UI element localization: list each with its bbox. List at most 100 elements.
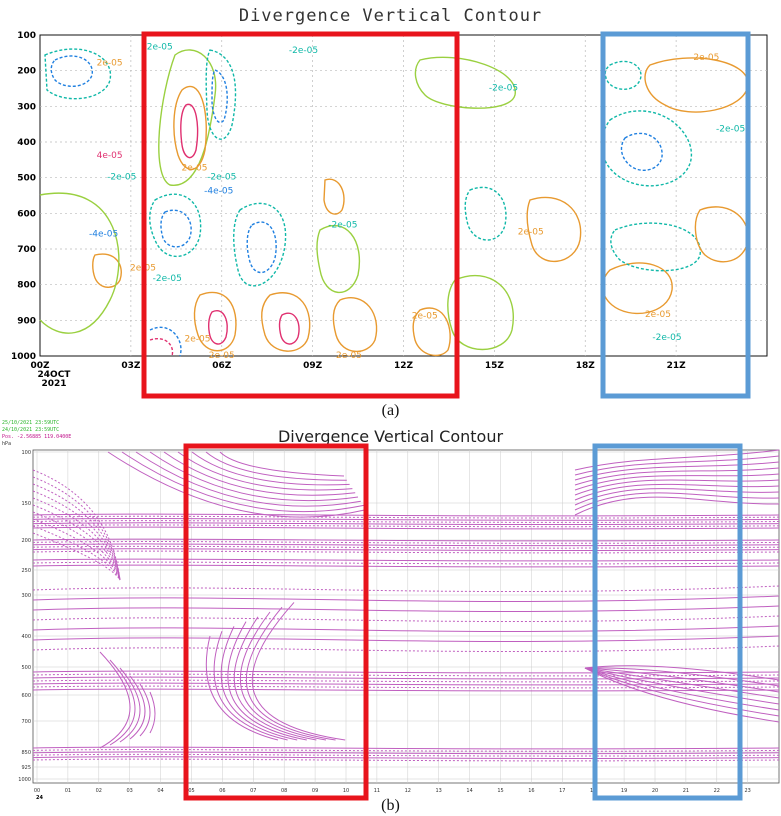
chart-a: -2e-052e-05-2e-05-2e-052e-05-2e-054e-052… xyxy=(11,31,768,399)
chart-b-contour-line xyxy=(233,616,317,741)
chart-b-y-tick: 1000 xyxy=(18,777,31,783)
chart-b-y-tick: 925 xyxy=(21,765,31,771)
chart-b-x-tick: 08 xyxy=(281,788,287,794)
chart-b-y-tick: 500 xyxy=(21,665,31,671)
chart-b-contour-line xyxy=(574,449,780,471)
chart-b-y-tick: 300 xyxy=(21,593,31,599)
chart-b-contour-line xyxy=(584,667,780,723)
chart-b-contour-line xyxy=(32,490,121,581)
chart-b-contour-line xyxy=(32,524,780,528)
chart-b-contour-line xyxy=(584,667,780,711)
chart-b-contour-line xyxy=(574,455,780,476)
chart-b-contour-line xyxy=(32,673,780,677)
chart-b-contour-line xyxy=(32,688,780,692)
chart-b-contours xyxy=(32,449,780,762)
chart-b-contour-line xyxy=(584,667,780,687)
chart-a-y-tick: 500 xyxy=(17,174,36,184)
chart-b-contour-line xyxy=(177,451,353,491)
chart-b-contour-line xyxy=(149,691,156,734)
chart-a-contour-label: 2e-05 xyxy=(518,228,544,238)
highlight-blue-box-b xyxy=(592,443,743,801)
chart-b-contour-line xyxy=(32,476,121,581)
chart-b-contour-line xyxy=(32,756,780,759)
chart-b-contour-line xyxy=(32,751,780,755)
chart-a-contour-label: 2e-05 xyxy=(693,53,719,63)
chart-b-header-line-1: 25/10/2021 23:59UTC xyxy=(2,420,60,426)
chart-a-x-tick: 03Z xyxy=(121,361,141,371)
chart-b-x-tick: 04 xyxy=(157,788,163,794)
chart-b-contour-line xyxy=(32,504,121,581)
chart-b-contour-line xyxy=(574,483,780,501)
chart-b-contour-line xyxy=(220,626,298,741)
chart-a-y-tick: 800 xyxy=(17,281,36,291)
chart-b-contour-line xyxy=(574,467,780,486)
chart-a-contour-label: 2e-05 xyxy=(185,335,211,345)
chart-b-contour-line xyxy=(139,683,151,737)
chart-a-contour-label: -4e-05 xyxy=(89,230,118,240)
chart-a-x-tick: 15Z xyxy=(485,361,505,371)
chart-b-contour-line xyxy=(32,497,121,581)
chart-a-x-ticks: 00Z 03Z 06Z 09Z 12Z 15Z 18Z 21Z xyxy=(30,361,686,371)
chart-b-x-tick: 20 xyxy=(652,788,658,794)
chart-b-contour-line xyxy=(219,451,345,477)
chart-b-y-tick: 600 xyxy=(21,693,31,699)
chart-a-contour-label: 2e-05 xyxy=(336,351,362,361)
chart-a-x-tick: 09Z xyxy=(303,361,323,371)
chart-b-x-tick: 19 xyxy=(621,788,627,794)
chart-a-contour-label: -2e-05 xyxy=(107,172,136,182)
chart-a-contour-label: -2e-05 xyxy=(328,221,357,231)
chart-a-contours xyxy=(39,48,749,357)
chart-b-contour-line xyxy=(32,511,121,581)
chart-b-x-tick: 10 xyxy=(343,788,349,794)
caption-b: (b) xyxy=(381,797,400,814)
chart-a-y-tick: 100 xyxy=(17,31,36,41)
chart-b-contour-line xyxy=(163,451,356,496)
chart-b-x-start-label: 24 xyxy=(36,795,43,801)
chart-b-contour-line xyxy=(32,758,780,762)
chart-b-contour-line xyxy=(584,665,780,681)
chart-a-contour-label: -2e-05 xyxy=(144,42,173,52)
chart-b-x-tick: 11 xyxy=(374,788,380,794)
chart-b-y-tick: 100 xyxy=(21,450,31,456)
chart-a-contour-label: -2e-05 xyxy=(207,172,236,182)
chart-b-contour-line xyxy=(32,645,780,653)
chart-b-x-tick: 00 xyxy=(34,788,40,794)
chart-b-contour-line xyxy=(32,545,780,549)
chart-b-contour-line xyxy=(32,532,121,581)
chart-b-contour-line xyxy=(584,667,780,705)
chart-b-contour-line xyxy=(574,488,780,506)
chart-b-contour-line xyxy=(32,548,780,551)
chart-b-x-tick: 05 xyxy=(188,788,194,794)
chart-a-x-tick: 00Z xyxy=(30,361,50,371)
chart-b-contour-line xyxy=(149,451,359,502)
chart-b-x-tick: 03 xyxy=(127,788,133,794)
chart-b-contour-line xyxy=(32,525,121,581)
chart-a-y-tick: 900 xyxy=(17,316,36,326)
highlight-red-box-a xyxy=(141,31,460,399)
chart-b-contour-line xyxy=(32,585,780,593)
chart-b-x-tick: 01 xyxy=(65,788,71,794)
chart-b-title: Divergence Vertical Contour xyxy=(277,427,504,446)
chart-b-contour-line xyxy=(574,492,780,511)
chart-b-contour-line xyxy=(135,451,361,507)
chart-b-contour-line xyxy=(584,667,780,699)
chart-b-contour-line xyxy=(32,682,780,686)
chart-a-contour-label: -4e-05 xyxy=(204,187,233,197)
chart-b-contour-line xyxy=(32,749,780,752)
chart-b-contour-line xyxy=(205,635,279,741)
chart-a-contour-label: 2e-05 xyxy=(412,312,438,322)
chart-b-header-line-2: 24/10/2021 23:59UTC xyxy=(2,427,60,433)
chart-b-x-tick: 12 xyxy=(405,788,411,794)
chart-b-x-ticks: 00 01 02 03 04 05 06 07 08 09 10 11 12 13 14 15 16 17 18 19… xyxy=(34,788,751,794)
chart-b-contour-line xyxy=(32,753,780,757)
chart-a-contour-label: -2e-05 xyxy=(289,46,318,56)
chart-b-y-tick: 250 xyxy=(21,568,31,574)
chart-a-contour-label: 2e-05 xyxy=(645,310,671,320)
chart-b-contour-line xyxy=(574,461,780,481)
chart-b-contour-line xyxy=(205,451,347,481)
chart-a-contour-label: 2e-05 xyxy=(209,351,235,361)
chart-a-date-line-1: 24OCT xyxy=(38,370,72,380)
chart-b-x-tick: 09 xyxy=(312,788,318,794)
chart-a-title: Divergence Vertical Contour xyxy=(238,6,543,26)
chart-b-contour-line xyxy=(129,675,146,740)
